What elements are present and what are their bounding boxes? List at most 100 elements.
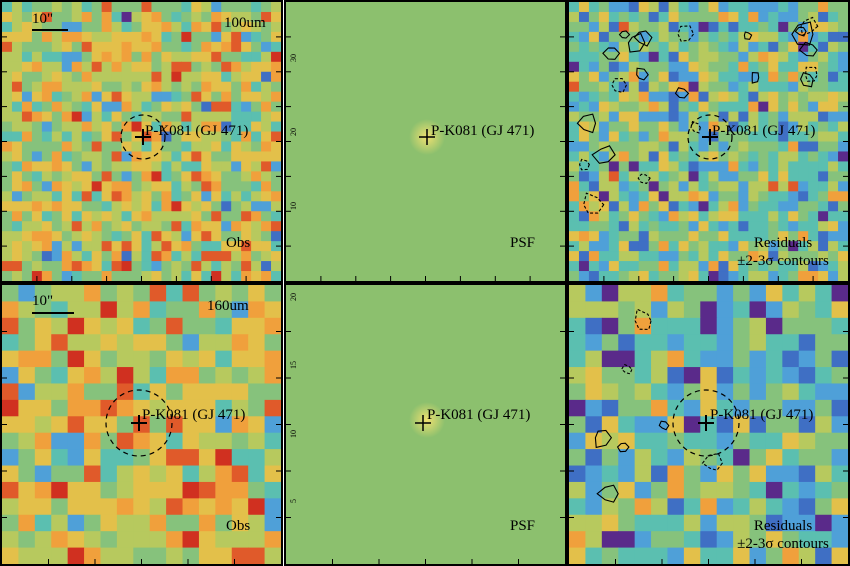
- map-pixel: [231, 81, 242, 93]
- map-pixel: [569, 271, 580, 281]
- map-pixel: [51, 271, 63, 281]
- map-pixel: [100, 432, 118, 450]
- map-pixel: [91, 41, 103, 53]
- map-pixel: [838, 191, 848, 202]
- map-pixel: [618, 317, 636, 335]
- map-pixel: [251, 191, 262, 202]
- sigma-contour: [591, 145, 616, 164]
- map-pixel: [718, 171, 730, 182]
- map-pixel: [271, 221, 281, 232]
- map-pixel: [231, 383, 249, 401]
- map-pixel: [241, 151, 252, 163]
- map-pixel: [18, 334, 36, 352]
- map-pixel: [683, 531, 701, 549]
- map-pixel: [748, 11, 759, 23]
- map-pixel: [782, 416, 800, 434]
- map-pixel: [733, 285, 751, 303]
- map-pixel: [201, 151, 212, 163]
- map-pixel: [2, 531, 20, 549]
- map-pixel: [815, 481, 833, 499]
- map-pixel: [81, 11, 93, 23]
- map-pixel: [18, 449, 36, 467]
- map-pixel: [2, 161, 13, 172]
- map-pixel: [11, 21, 23, 33]
- scale-label: 10": [32, 11, 54, 27]
- map-pixel: [768, 121, 779, 133]
- map-pixel: [18, 416, 36, 434]
- map-pixel: [141, 241, 153, 252]
- psf-panel-160um: 20 15 10 5 P-K081 (GJ 471) PSF: [284, 283, 567, 566]
- map-pixel: [31, 41, 43, 53]
- map-pixel: [71, 251, 83, 262]
- map-pixel: [578, 211, 590, 222]
- map-pixel: [51, 317, 69, 335]
- map-pixel: [100, 547, 118, 564]
- map-pixel: [651, 317, 669, 335]
- map-pixel: [81, 271, 93, 281]
- map-pixel: [181, 141, 192, 153]
- map-pixel: [798, 31, 809, 43]
- map-pixel: [121, 91, 133, 103]
- map-pixel: [828, 241, 839, 252]
- map-pixel: [608, 21, 620, 33]
- map-pixel: [111, 261, 123, 272]
- map-pixel: [166, 498, 184, 516]
- map-pixel: [658, 81, 670, 93]
- map-pixel: [588, 41, 600, 53]
- map-pixel: [578, 261, 590, 272]
- map-pixel: [51, 383, 69, 401]
- map-pixel: [61, 31, 73, 43]
- map-pixel: [11, 181, 23, 192]
- map-pixel: [658, 91, 670, 103]
- map-pixel: [638, 261, 650, 272]
- map-pixel: [101, 21, 113, 33]
- map-pixel: [708, 11, 720, 23]
- sigma-contour: [576, 113, 597, 134]
- map-pixel: [271, 81, 281, 93]
- map-pixel: [601, 514, 619, 532]
- map-pixel: [634, 432, 652, 450]
- map-pixel: [618, 231, 630, 242]
- map-pixel: [733, 350, 751, 368]
- map-pixel: [838, 121, 848, 133]
- map-pixel: [788, 11, 799, 23]
- map-pixel: [838, 21, 848, 33]
- map-pixel: [61, 2, 73, 13]
- map-pixel: [231, 111, 242, 123]
- map-pixel: [264, 416, 281, 434]
- map-pixel: [765, 531, 783, 549]
- sigma-contour: [634, 308, 652, 330]
- map-pixel: [758, 31, 769, 43]
- map-pixel: [838, 271, 848, 281]
- map-pixel: [698, 261, 710, 272]
- map-pixel: [749, 317, 767, 335]
- map-pixel: [598, 171, 610, 182]
- map-pixel: [588, 261, 600, 272]
- map-pixel: [241, 131, 252, 143]
- map-pixel: [628, 141, 640, 153]
- map-pixel: [578, 31, 590, 43]
- map-pixel: [271, 91, 281, 103]
- map-pixel: [798, 399, 816, 417]
- map-pixel: [569, 399, 587, 417]
- map-pixel: [618, 181, 630, 192]
- map-pixel: [67, 531, 85, 549]
- map-pixel: [248, 498, 266, 516]
- map-pixel: [51, 547, 69, 564]
- map-pixel: [738, 51, 749, 63]
- map-pixel: [2, 51, 13, 63]
- map-pixel: [828, 141, 839, 153]
- map-pixel: [231, 465, 249, 483]
- map-pixel: [828, 71, 839, 83]
- map-pixel: [688, 21, 700, 33]
- map-pixel: [578, 61, 590, 73]
- map-pixel: [838, 221, 848, 232]
- map-pixel: [708, 241, 720, 252]
- map-pixel: [91, 2, 103, 13]
- map-pixel: [698, 181, 710, 192]
- map-pixel: [828, 271, 839, 281]
- map-pixel: [818, 21, 829, 33]
- map-pixel: [21, 191, 33, 202]
- map-pixel: [61, 151, 73, 163]
- map-pixel: [251, 121, 262, 133]
